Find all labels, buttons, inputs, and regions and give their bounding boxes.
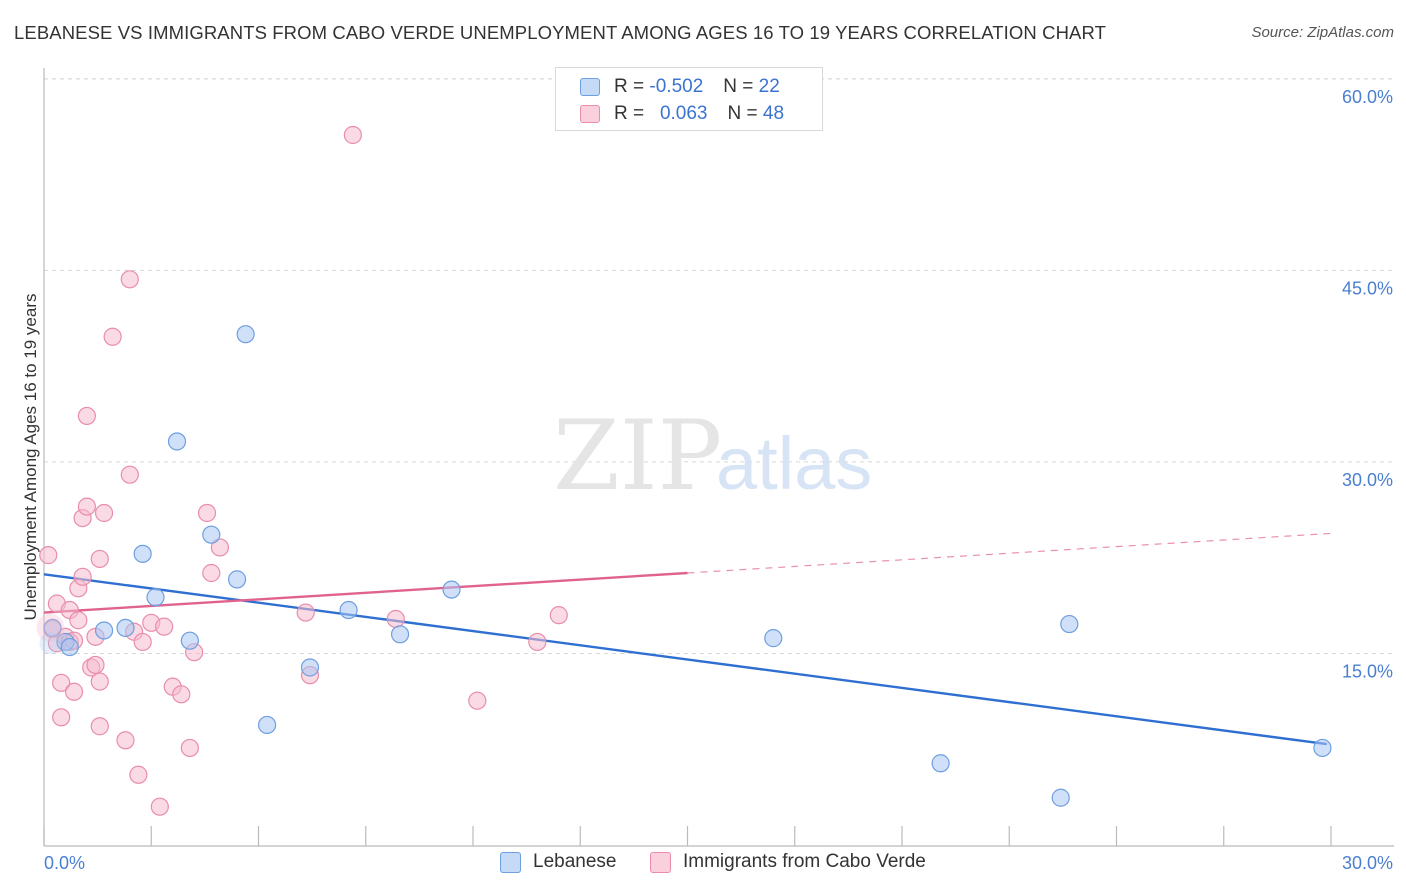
legend-r-label: R = [614,76,645,97]
point-lebanese [442,580,461,599]
point-cabo-verde [69,611,88,630]
point-cabo-verde [77,406,97,426]
legend-swatch-cabo-verde [650,851,671,873]
legend-swatch-cabo-verde [580,105,600,123]
legend-row-lebanese: R = -0.502 N = 22 [580,75,780,99]
point-cabo-verde [77,497,97,516]
point-cluster-halo [36,613,65,642]
watermark-zip: ZIP [553,400,722,512]
point-lebanese [180,631,199,650]
point-cabo-verde [90,549,109,569]
trend-line-cabo-verde [43,571,688,614]
point-cabo-verde [103,327,122,346]
point-cabo-verde [52,673,71,692]
point-cabo-verde [468,691,487,710]
point-lebanese [931,754,950,773]
legend-n-label: N = [723,76,754,97]
legend-r-value: 0.063 [659,103,708,124]
point-lebanese [227,570,247,589]
legend-label-cabo-verde: Immigrants from Cabo Verde [683,851,926,872]
tick-labels: 15.0% 30.0% 45.0% 60.0% 0.0% 30.0% [44,87,1393,873]
x-tick-label: 0.0% [44,853,85,873]
watermark: ZIP atlas [553,400,872,512]
point-cabo-verde [150,797,169,816]
point-cabo-verde [180,738,199,758]
legend-swatch-lebanese [580,78,600,96]
point-cabo-verde [202,563,221,583]
y-tick-label: 15.0% [1342,661,1393,681]
point-cabo-verde [64,682,84,701]
stats-legend: R = -0.502 N = 22 R = 0.063 N = 48 [555,67,823,131]
legend-n-value: 22 [758,76,780,97]
data-points [36,125,1332,816]
point-lebanese [236,325,255,344]
legend-row-cabo-verde: R = 0.063 N = 48 [580,102,784,126]
x-tick-label: 30.0% [1342,853,1393,873]
legend-n-label: N = [727,103,758,124]
chart-title: LEBANESE VS IMMIGRANTS FROM CABO VERDE U… [14,22,1107,43]
point-lebanese [257,715,277,735]
point-lebanese [167,432,187,451]
point-lebanese [1051,788,1070,807]
point-cabo-verde [197,503,217,523]
point-cabo-verde [528,632,547,652]
point-cabo-verde [120,465,139,484]
axes [43,68,1394,847]
point-cabo-verde [90,672,109,691]
point-lebanese [43,618,62,638]
point-lebanese [94,621,114,640]
legend-r-value: -0.502 [649,76,704,97]
legend-swatch-lebanese [500,851,521,873]
point-cabo-verde [343,125,362,145]
point-cabo-verde [296,603,315,622]
point-cabo-verde [73,567,92,586]
point-lebanese [116,618,135,638]
legend-n-value: 48 [762,103,785,124]
point-cabo-verde [120,270,139,289]
point-cabo-verde [52,708,71,727]
point-lebanese [133,544,152,563]
point-lebanese [339,600,358,620]
point-lebanese [60,637,79,657]
grid-lines [44,78,1394,654]
point-cabo-verde [386,609,405,629]
point-cluster-halo [39,632,62,655]
point-lebanese [300,658,320,677]
point-lebanese [390,625,410,644]
y-axis-label: Unemployment Among Ages 16 to 19 years [21,294,40,621]
point-lebanese [146,588,165,607]
point-cabo-verde [549,606,568,625]
point-lebanese [1313,738,1332,758]
point-lebanese [764,629,783,648]
y-tick-label: 60.0% [1342,87,1393,107]
trend-lines [43,532,1332,746]
y-tick-label: 45.0% [1342,278,1393,298]
legend-r-label: R = [614,103,645,124]
point-cabo-verde [39,546,58,565]
point-lebanese [1060,614,1079,634]
point-cabo-verde [116,731,135,750]
point-cabo-verde [94,503,114,523]
series-legend: Lebanese Immigrants from Cabo Verde [0,851,1406,877]
point-lebanese [202,525,221,544]
legend-item-cabo-verde: Immigrants from Cabo Verde [650,851,926,873]
point-cabo-verde [86,655,105,675]
y-tick-label: 30.0% [1342,470,1393,490]
watermark-atlas: atlas [716,422,872,505]
point-cabo-verde [172,685,191,704]
source-label: Source: ZipAtlas.com [1251,24,1394,41]
trend-line-cabo-verde-extension [687,532,1332,574]
point-cabo-verde [133,632,152,652]
point-cabo-verde [210,538,229,557]
legend-label-lebanese: Lebanese [533,851,617,872]
point-cabo-verde [129,765,148,784]
point-cabo-verde [90,717,109,736]
point-cabo-verde [155,617,174,636]
legend-item-lebanese: Lebanese [500,851,616,873]
trend-line-lebanese [43,573,1327,746]
